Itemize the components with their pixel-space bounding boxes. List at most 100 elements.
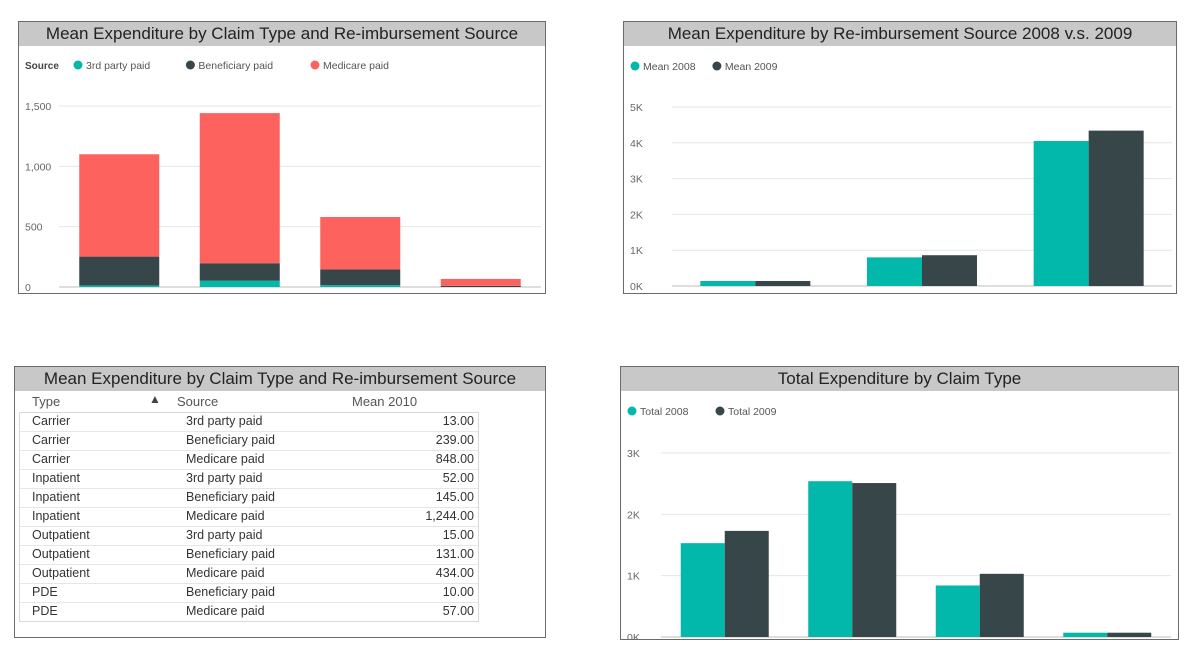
legend-marker (185, 60, 195, 70)
y-tick-label: 0 (25, 282, 31, 294)
cell-type: PDE (32, 604, 58, 618)
y-tick-label: 1K (630, 245, 643, 257)
table-row[interactable]: Outpatient Medicare paid 434.00 (20, 565, 478, 584)
bar-segment (440, 285, 521, 287)
bar (724, 530, 769, 637)
legend-title: Source (25, 61, 59, 72)
y-tick-label: 5K (630, 102, 643, 114)
bar (922, 255, 977, 286)
y-tick-label: 1K (627, 571, 640, 583)
bar (700, 280, 756, 286)
table-body: Carrier 3rd party paid 13.00 Carrier Benefic… (19, 412, 479, 622)
bar-segment (320, 269, 401, 286)
mean-by-source-panel: Mean Expenditure by Re-imbursement Sourc… (623, 21, 1177, 294)
table-row[interactable]: Carrier 3rd party paid 13.00 (20, 413, 478, 432)
legend-entry: 3rd party paid (86, 60, 150, 72)
table-row[interactable]: Outpatient Beneficiary paid 131.00 (20, 546, 478, 565)
table-row[interactable]: Inpatient 3rd party paid 52.00 (20, 470, 478, 489)
legend-marker (627, 406, 637, 416)
legend-entry: Medicare paid (323, 60, 389, 72)
legend-marker (630, 61, 640, 71)
cell-mean-2010: 13.00 (442, 414, 474, 428)
stacked-mean-expenditure-panel: Mean Expenditure by Claim Type and Re-im… (18, 21, 546, 294)
y-tick-label: 2K (627, 509, 640, 521)
table-row[interactable]: Carrier Medicare paid 848.00 (20, 451, 478, 470)
bar-segment (199, 113, 280, 264)
bar (867, 257, 922, 286)
cell-type: Outpatient (32, 547, 90, 561)
cell-type: Inpatient (32, 490, 80, 504)
cell-source: Beneficiary paid (186, 433, 275, 447)
cell-type: Inpatient (32, 471, 80, 485)
y-tick-label: 1,500 (25, 101, 51, 113)
y-tick-label: 500 (25, 222, 43, 234)
chart-title: Total Expenditure by Claim Type (621, 367, 1178, 391)
cell-mean-2010: 145.00 (435, 490, 474, 504)
sort-ascending-icon[interactable]: ▲ (149, 392, 161, 406)
table-header: Type ▲ Source Mean 2010 (15, 391, 545, 411)
legend-entry: Total 2009 (728, 406, 777, 418)
y-tick-label: 0K (630, 281, 643, 293)
cell-source: Beneficiary paid (186, 490, 275, 504)
legend-marker (310, 60, 320, 70)
column-header-source[interactable]: Source (177, 394, 219, 409)
total-by-claim-type-panel: Total Expenditure by Claim Type Total 20… (620, 366, 1179, 640)
cell-mean-2010: 848.00 (435, 452, 474, 466)
cell-mean-2010: 131.00 (435, 547, 474, 561)
table-row[interactable]: Carrier Beneficiary paid 239.00 (20, 432, 478, 451)
cell-type: Carrier (32, 452, 71, 466)
cell-mean-2010: 10.00 (442, 585, 474, 599)
legend-entry: Total 2008 (640, 406, 689, 418)
cell-source: Medicare paid (186, 452, 265, 466)
legend-marker (73, 60, 83, 70)
cell-source: Medicare paid (186, 509, 265, 523)
cell-type: Carrier (32, 433, 71, 447)
cell-mean-2010: 434.00 (435, 566, 474, 580)
bar-segment (440, 278, 521, 286)
legend-entry: Beneficiary paid (198, 60, 273, 72)
bar-segment (320, 217, 401, 270)
cell-source: Beneficiary paid (186, 585, 275, 599)
bar (979, 573, 1024, 637)
bar (755, 280, 811, 286)
cell-mean-2010: 239.00 (435, 433, 474, 447)
y-tick-label: 3K (630, 174, 643, 186)
table-row[interactable]: Inpatient Medicare paid 1,244.00 (20, 508, 478, 527)
bar (1088, 130, 1144, 286)
cell-mean-2010: 57.00 (442, 604, 474, 618)
cell-mean-2010: 1,244.00 (425, 509, 474, 523)
bar-segment (79, 285, 160, 287)
cell-mean-2010: 52.00 (442, 471, 474, 485)
bar (1033, 141, 1089, 286)
mean-2010-table-panel: Mean Expenditure by Claim Type and Re-im… (14, 366, 546, 638)
cell-source: 3rd party paid (186, 471, 263, 485)
table-row[interactable]: Outpatient 3rd party paid 15.00 (20, 527, 478, 546)
bar (1107, 632, 1152, 637)
cell-type: PDE (32, 585, 58, 599)
cell-source: Medicare paid (186, 604, 265, 618)
bar (680, 543, 725, 637)
column-header-type[interactable]: Type (32, 394, 61, 409)
table-row[interactable]: Inpatient Beneficiary paid 145.00 (20, 489, 478, 508)
table-row[interactable]: PDE Beneficiary paid 10.00 (20, 584, 478, 603)
column-header-mean-2010[interactable]: Mean 2010 (352, 394, 418, 409)
y-tick-label: 4K (630, 138, 643, 150)
y-tick-label: 3K (627, 448, 640, 460)
cell-source: Medicare paid (186, 566, 265, 580)
chart-title: Mean Expenditure by Claim Type and Re-im… (19, 22, 545, 46)
cell-mean-2010: 15.00 (442, 528, 474, 542)
bar-segment (79, 256, 160, 286)
cell-source: Beneficiary paid (186, 547, 275, 561)
bar (935, 585, 980, 637)
table-row[interactable]: PDE Medicare paid 57.00 (20, 603, 478, 621)
legend-marker (712, 61, 722, 71)
cell-source: 3rd party paid (186, 414, 263, 428)
cell-source: 3rd party paid (186, 528, 263, 542)
cell-type: Outpatient (32, 566, 90, 580)
bar (1063, 632, 1108, 637)
table-title: Mean Expenditure by Claim Type and Re-im… (15, 367, 545, 391)
y-tick-label: 0K (627, 632, 640, 640)
cell-type: Carrier (32, 414, 71, 428)
